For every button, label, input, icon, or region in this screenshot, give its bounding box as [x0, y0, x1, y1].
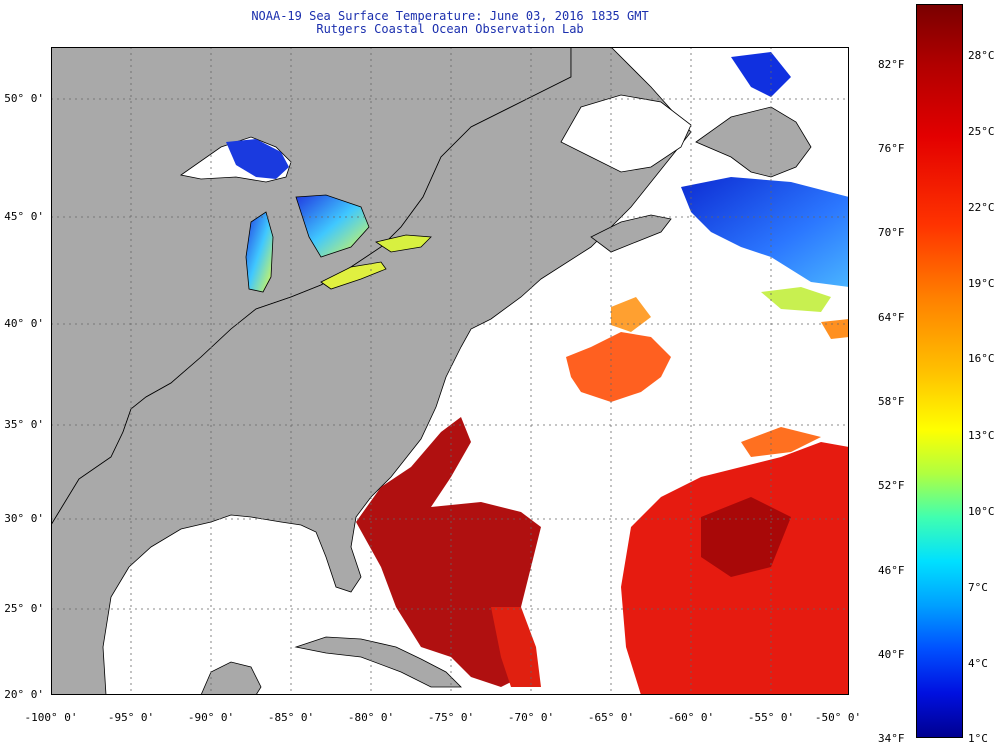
shelf-cool-water — [761, 287, 831, 312]
lon-label: -50° 0' — [814, 711, 862, 724]
fahrenheit-label: 40°F — [878, 648, 905, 661]
graticule — [51, 47, 849, 695]
nova-scotia — [590, 214, 672, 253]
map-frame — [51, 47, 849, 695]
fahrenheit-label: 58°F — [878, 395, 905, 408]
celsius-label: 22°C — [968, 201, 995, 214]
fahrenheit-label: 82°F — [878, 58, 905, 71]
lon-label: -95° 0' — [107, 711, 155, 724]
lon-label: -55° 0' — [747, 711, 795, 724]
lon-label: -80° 0' — [347, 711, 395, 724]
labrador-cold-water — [681, 177, 849, 287]
fahrenheit-label: 70°F — [878, 226, 905, 239]
lon-label: -70° 0' — [507, 711, 555, 724]
newfoundland — [695, 106, 812, 178]
lon-label: -75° 0' — [427, 711, 475, 724]
cuba — [294, 636, 462, 688]
gulf-stream-fringe — [491, 607, 541, 687]
lake-erie — [320, 261, 387, 290]
fahrenheit-label: 76°F — [878, 142, 905, 155]
lat-label: 35° 0' — [4, 418, 44, 431]
lake-superior-sst — [226, 139, 289, 179]
celsius-label: 7°C — [968, 581, 988, 594]
lon-label: -65° 0' — [587, 711, 635, 724]
celsius-label: 1°C — [968, 732, 988, 745]
map-title: NOAA-19 Sea Surface Temperature: June 03… — [251, 9, 649, 23]
sargasso-dark-patch — [701, 497, 791, 577]
lon-label: -100° 0' — [24, 711, 78, 724]
labrador-cold-water — [731, 52, 791, 97]
lat-label: 45° 0' — [4, 210, 44, 223]
shelf-warm-patch — [821, 319, 849, 339]
lon-label: -90° 0' — [187, 711, 235, 724]
fahrenheit-label: 52°F — [878, 479, 905, 492]
sst-map — [51, 47, 849, 695]
celsius-label: 10°C — [968, 505, 995, 518]
fahrenheit-label: 46°F — [878, 564, 905, 577]
fahrenheit-label: 64°F — [878, 311, 905, 324]
celsius-label: 4°C — [968, 657, 988, 670]
lat-label: 50° 0' — [4, 92, 44, 105]
lat-label: 30° 0' — [4, 512, 44, 525]
lat-label: 20° 0' — [4, 688, 44, 701]
lon-label: -85° 0' — [267, 711, 315, 724]
lat-label: 40° 0' — [4, 317, 44, 330]
lat-label: 25° 0' — [4, 602, 44, 615]
celsius-label: 19°C — [968, 277, 995, 290]
celsius-label: 28°C — [968, 49, 995, 62]
gulf-of-st-lawrence — [560, 94, 692, 173]
lake-huron — [295, 194, 370, 258]
warm-eddy — [611, 297, 651, 332]
celsius-label: 13°C — [968, 429, 995, 442]
sargasso-orange-fringe — [741, 427, 821, 457]
celsius-label: 25°C — [968, 125, 995, 138]
lon-label: -60° 0' — [667, 711, 715, 724]
map-subtitle: Rutgers Coastal Ocean Observation Lab — [316, 22, 584, 36]
temperature-colorbar — [916, 4, 963, 738]
warm-eddy — [566, 332, 671, 402]
celsius-label: 16°C — [968, 352, 995, 365]
lake-ontario — [375, 234, 432, 253]
lake-michigan — [245, 211, 274, 293]
fahrenheit-label: 34°F — [878, 732, 905, 745]
